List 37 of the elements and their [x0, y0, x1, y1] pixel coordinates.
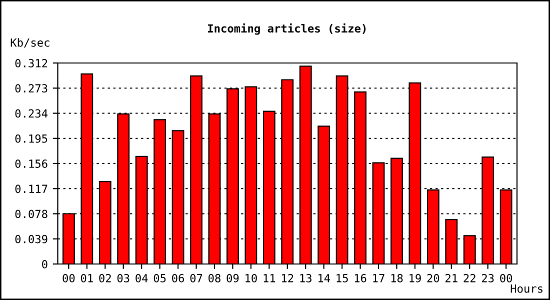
x-tick-label: 12	[282, 274, 294, 282]
x-axis-title: Hours	[510, 284, 542, 293]
x-tick-label: 18	[391, 274, 403, 282]
chart-title: Incoming articles (size)	[208, 23, 366, 35]
y-tick-label: 0.117	[15, 184, 48, 194]
x-tick-label: 16	[354, 274, 366, 282]
x-tick-label: 19	[410, 274, 421, 282]
x-tick-label: 08	[208, 274, 220, 282]
x-tick-label: 13	[300, 274, 312, 282]
y-tick-label: 0.234	[15, 109, 48, 118]
y-tick-label: 0.195	[15, 134, 48, 143]
x-tick-label: 02	[99, 274, 111, 282]
x-tick-label: 09	[226, 274, 239, 282]
x-tick-label: 15	[336, 274, 348, 282]
y-tick-label: 0.078	[15, 210, 48, 218]
x-tick-label: 11	[264, 274, 276, 282]
x-tick-label: 21	[446, 274, 458, 282]
y-tick-label: 0.156	[15, 160, 48, 168]
x-tick-label: 03	[117, 274, 130, 282]
y-tick-label: 0.039	[15, 234, 48, 244]
x-tick-label: 17	[373, 274, 384, 282]
x-tick-label: 10	[246, 274, 257, 282]
x-tick-label: 20	[427, 274, 440, 282]
x-tick-label: 05	[154, 274, 166, 282]
x-tick-label: 01	[80, 274, 93, 282]
x-tick-label: 14	[318, 274, 330, 282]
x-tick-label: 00	[500, 274, 512, 282]
x-tick-label: 23	[482, 274, 494, 282]
y-tick-label: 0	[42, 260, 48, 268]
x-tick-label: 04	[136, 274, 148, 282]
y-axis-title: Kb/sec	[10, 38, 50, 48]
y-tick-label: 0.312	[15, 59, 48, 68]
y-tick-label: 0.273	[15, 84, 48, 93]
x-tick-label: 22	[464, 274, 476, 282]
x-tick-label: 00	[62, 274, 75, 282]
x-tick-label: 06	[172, 274, 184, 282]
x-tick-label: 07	[190, 274, 202, 282]
